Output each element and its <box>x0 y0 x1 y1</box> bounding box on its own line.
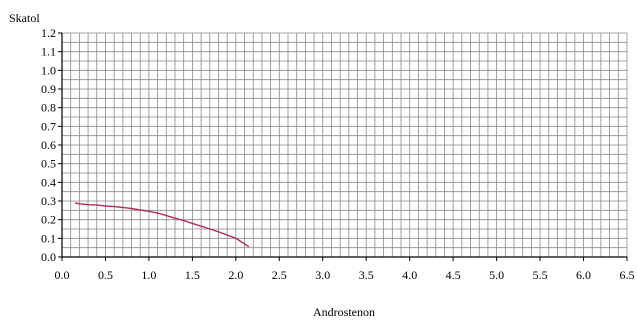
grid <box>61 32 628 258</box>
x-tick-label: 3.0 <box>315 268 330 282</box>
x-tick-label: 2.5 <box>272 268 287 282</box>
y-tick-label: 1.1 <box>41 45 56 59</box>
x-axis-title: Androstenon <box>313 305 375 319</box>
x-tick-label: 0.0 <box>55 268 70 282</box>
series-line <box>74 202 250 248</box>
y-tick-label: 0.9 <box>41 82 56 96</box>
x-tick-label: 6.5 <box>620 268 635 282</box>
x-tick-label: 1.0 <box>141 268 156 282</box>
y-tick-label: 0.5 <box>41 157 56 171</box>
y-tick-label: 1.2 <box>41 26 56 40</box>
x-tick-label: 1.5 <box>185 268 200 282</box>
x-tick-label: 5.0 <box>489 268 504 282</box>
y-tick-label: 0.7 <box>41 119 56 133</box>
ticks: 0.0 0.1 0.2 0.3 0.4 0.5 0.6 0.7 0.8 0.9 1.0 1.1 1.2 0… <box>41 26 635 282</box>
series <box>74 202 250 248</box>
y-tick-label: 0.1 <box>41 231 56 245</box>
x-tick-label: 2.0 <box>228 268 243 282</box>
y-tick-label: 0.6 <box>41 138 56 152</box>
y-tick-label: 0.4 <box>41 175 56 189</box>
x-tick-label: 3.5 <box>359 268 374 282</box>
x-tick-label: 0.5 <box>98 268 113 282</box>
y-tick-label: 0.8 <box>41 101 56 115</box>
x-tick-label: 4.5 <box>446 268 461 282</box>
x-tick-label: 4.0 <box>402 268 417 282</box>
x-tick-label: 6.0 <box>576 268 591 282</box>
y-tick-label: 0.0 <box>41 250 56 264</box>
y-axis-title: Skatol <box>9 11 40 25</box>
x-tick-label: 5.5 <box>533 268 548 282</box>
y-tick-label: 0.3 <box>41 194 56 208</box>
y-tick-label: 0.2 <box>41 213 56 227</box>
y-tick-label: 1.0 <box>41 63 56 77</box>
